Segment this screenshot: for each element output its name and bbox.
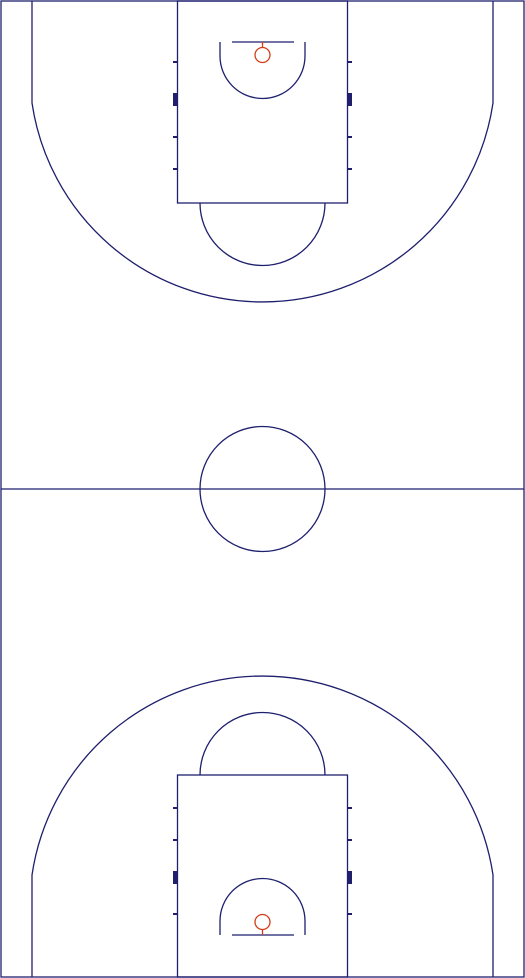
top-restricted-area bbox=[219, 42, 306, 100]
top-free-throw-circle bbox=[199, 202, 326, 267]
bottom-paint bbox=[176, 774, 349, 978]
top-paint bbox=[176, 0, 349, 204]
top-lane-hash-mark bbox=[347, 168, 352, 170]
bottom-lane-hash-mark bbox=[347, 807, 352, 809]
bottom-half-court bbox=[31, 675, 494, 978]
top-lane-hash-mark bbox=[173, 61, 178, 63]
top-lane-block-mark bbox=[347, 93, 352, 106]
bottom-lane-block-mark bbox=[347, 871, 352, 884]
center-circle bbox=[199, 425, 326, 553]
bottom-restricted-area bbox=[219, 877, 306, 935]
bottom-rim bbox=[254, 913, 271, 931]
top-half-court bbox=[31, 0, 494, 303]
top-rim bbox=[254, 46, 271, 64]
bottom-lane-hash-mark bbox=[173, 807, 178, 809]
bottom-lane-hash-mark bbox=[173, 913, 178, 915]
bottom-free-throw-circle bbox=[199, 711, 326, 776]
top-lane-hash-mark bbox=[347, 61, 352, 63]
bottom-lane-block-mark bbox=[173, 871, 178, 884]
bottom-three-point-line bbox=[31, 675, 494, 977]
bottom-lane-hash-mark bbox=[173, 839, 178, 841]
top-three-point-line bbox=[31, 1, 494, 303]
bottom-lane-hash-mark bbox=[347, 839, 352, 841]
top-lane-hash-mark bbox=[347, 136, 352, 138]
top-lane-hash-mark bbox=[173, 168, 178, 170]
top-lane-block-mark bbox=[173, 93, 178, 106]
bottom-lane-hash-mark bbox=[347, 913, 352, 915]
top-lane-hash-mark bbox=[173, 136, 178, 138]
